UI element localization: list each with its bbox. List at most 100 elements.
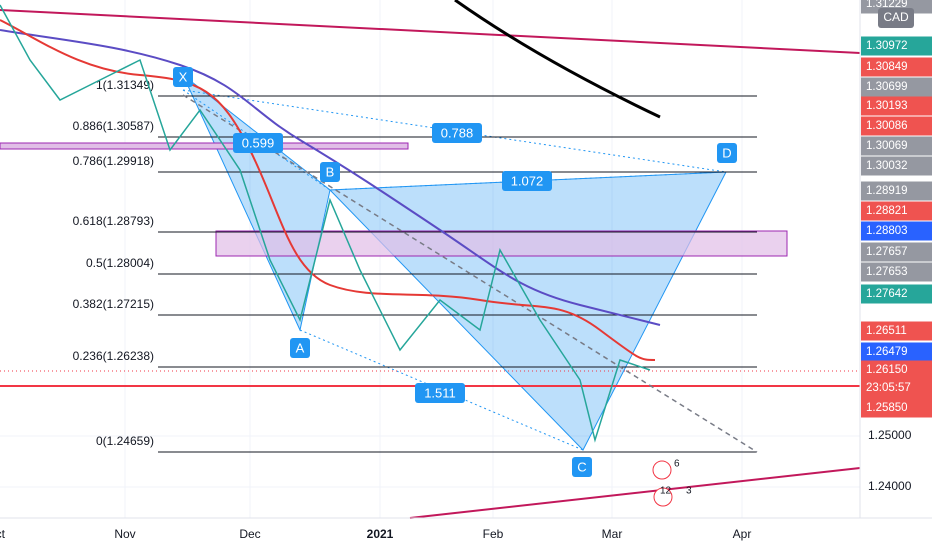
- pattern-label: D: [717, 143, 737, 163]
- label-text: 0.788: [441, 125, 474, 140]
- label-text: D: [722, 145, 731, 160]
- price: [0, 4, 651, 443]
- time-label: Dec: [239, 527, 260, 541]
- event-count: 3: [686, 486, 692, 497]
- price-tick: 1.24000: [868, 479, 912, 493]
- tag-text: 1.25850: [866, 402, 908, 414]
- tag-text: 1.30086: [866, 120, 908, 132]
- grid: [0, 0, 860, 518]
- price-tag: 1.26479: [861, 342, 932, 362]
- tag-text: 1.27657: [866, 246, 908, 258]
- label-text: A: [296, 340, 305, 355]
- time-label: Feb: [483, 527, 504, 541]
- time-label: Nov: [114, 527, 135, 541]
- tag-text: 1.26479: [866, 346, 908, 358]
- pattern-label: 1.511: [415, 383, 465, 403]
- moving-average: [454, 0, 661, 119]
- label-box: [233, 133, 283, 153]
- tag-box: [861, 136, 932, 156]
- tag-box: [861, 96, 932, 116]
- tag-text: 1.26150: [866, 364, 908, 376]
- tag-box: [861, 398, 932, 418]
- pattern-label: C: [572, 457, 592, 477]
- tag-box: [861, 116, 932, 136]
- pattern-label: B: [320, 162, 340, 182]
- fib-label: 0.786(1.29918): [73, 154, 154, 168]
- tag-text: 1.30069: [866, 140, 908, 152]
- price-tag: 1.27657: [861, 242, 932, 262]
- time-label: Mar: [602, 527, 623, 541]
- tag-box: [861, 321, 932, 341]
- tag-text: 1.30699: [866, 81, 908, 93]
- pattern-label: 0.599: [233, 133, 283, 153]
- pattern-label: 1.072: [502, 171, 552, 191]
- label-text: B: [326, 164, 335, 179]
- price-tag: 1.30086: [861, 116, 932, 136]
- price-tag: 1.27642: [861, 284, 932, 304]
- fib-label: 0.382(1.27215): [73, 297, 154, 311]
- label-box: [320, 162, 340, 182]
- tag-box: [861, 262, 932, 282]
- tag-box: [861, 360, 932, 399]
- tag-box: [861, 36, 932, 56]
- trend-line: [409, 467, 861, 519]
- fib-label: 0(1.24659): [96, 434, 154, 448]
- price-tag: 1.27653: [861, 262, 932, 282]
- event-count: 6: [674, 459, 680, 470]
- tag-box: [861, 57, 932, 77]
- tag-box: [861, 156, 932, 176]
- tag-text: 1.30849: [866, 61, 908, 73]
- price-tag: 1.30972: [861, 36, 932, 56]
- event-icon[interactable]: [653, 487, 673, 507]
- price-tag: 1.30032: [861, 156, 932, 176]
- fib-label: 0.886(1.30587): [73, 119, 154, 133]
- currency: CAD: [883, 10, 909, 24]
- fib-label: 0.5(1.28004): [86, 256, 154, 270]
- currency-badge[interactable]: [878, 8, 914, 28]
- tag-text: 1.30193: [866, 100, 908, 112]
- event-count: 12: [660, 486, 672, 497]
- fib-label: 0.618(1.28793): [73, 214, 154, 228]
- label-text: C: [577, 459, 586, 474]
- zone: [0, 142, 409, 150]
- event-icon[interactable]: [652, 460, 672, 480]
- pattern-guides: [182, 89, 727, 451]
- label-box: [502, 171, 552, 191]
- price-tag: 1.26511: [861, 321, 932, 341]
- tag-text: 1.26511: [866, 325, 907, 337]
- tag-box: [861, 342, 932, 362]
- label-text: 1.511: [424, 385, 456, 400]
- price-tags: 1.31229 1.30972 1.30849 1.30699 1.30193 1.300…: [861, 0, 932, 493]
- dashed-line: [182, 94, 758, 453]
- price-tag: 1.30193: [861, 96, 932, 116]
- tag-text: 1.28919: [866, 185, 908, 197]
- time-label: 2021: [367, 527, 394, 541]
- tag-box: [861, 242, 932, 262]
- time-axis: ct Nov Dec 2021 Feb Mar Apr: [0, 527, 751, 541]
- price-tag: 1.28821: [861, 201, 932, 221]
- price-tag: 1.30069: [861, 136, 932, 156]
- pattern-label: A: [290, 338, 310, 358]
- tag-text: 1.31229: [866, 0, 908, 10]
- tag-box: [861, 201, 932, 221]
- moving-average: [0, 29, 661, 326]
- tag-text: 1.27642: [866, 288, 908, 300]
- label-box: [572, 457, 592, 477]
- price-tag: 1.25850: [861, 398, 932, 418]
- label-text: 0.599: [242, 135, 275, 150]
- price-tag: 1.26150 23:05:57: [861, 360, 932, 399]
- fib-label: 0.236(1.26238): [73, 349, 154, 363]
- label-box: [290, 338, 310, 358]
- price-tag: 1.28919: [861, 181, 932, 201]
- pattern-labels: X A B C D 0.599 0.788 1.072 1.511: [173, 67, 737, 477]
- tag-text: 1.27653: [866, 266, 908, 278]
- label-box: [173, 67, 193, 87]
- pattern-label: X: [173, 67, 193, 87]
- label-text: 1.072: [511, 173, 544, 188]
- tag-text: 1.28803: [866, 225, 908, 237]
- trend-line: [0, 9, 861, 54]
- tag-text: 1.28821: [866, 205, 908, 217]
- label-box: [717, 143, 737, 163]
